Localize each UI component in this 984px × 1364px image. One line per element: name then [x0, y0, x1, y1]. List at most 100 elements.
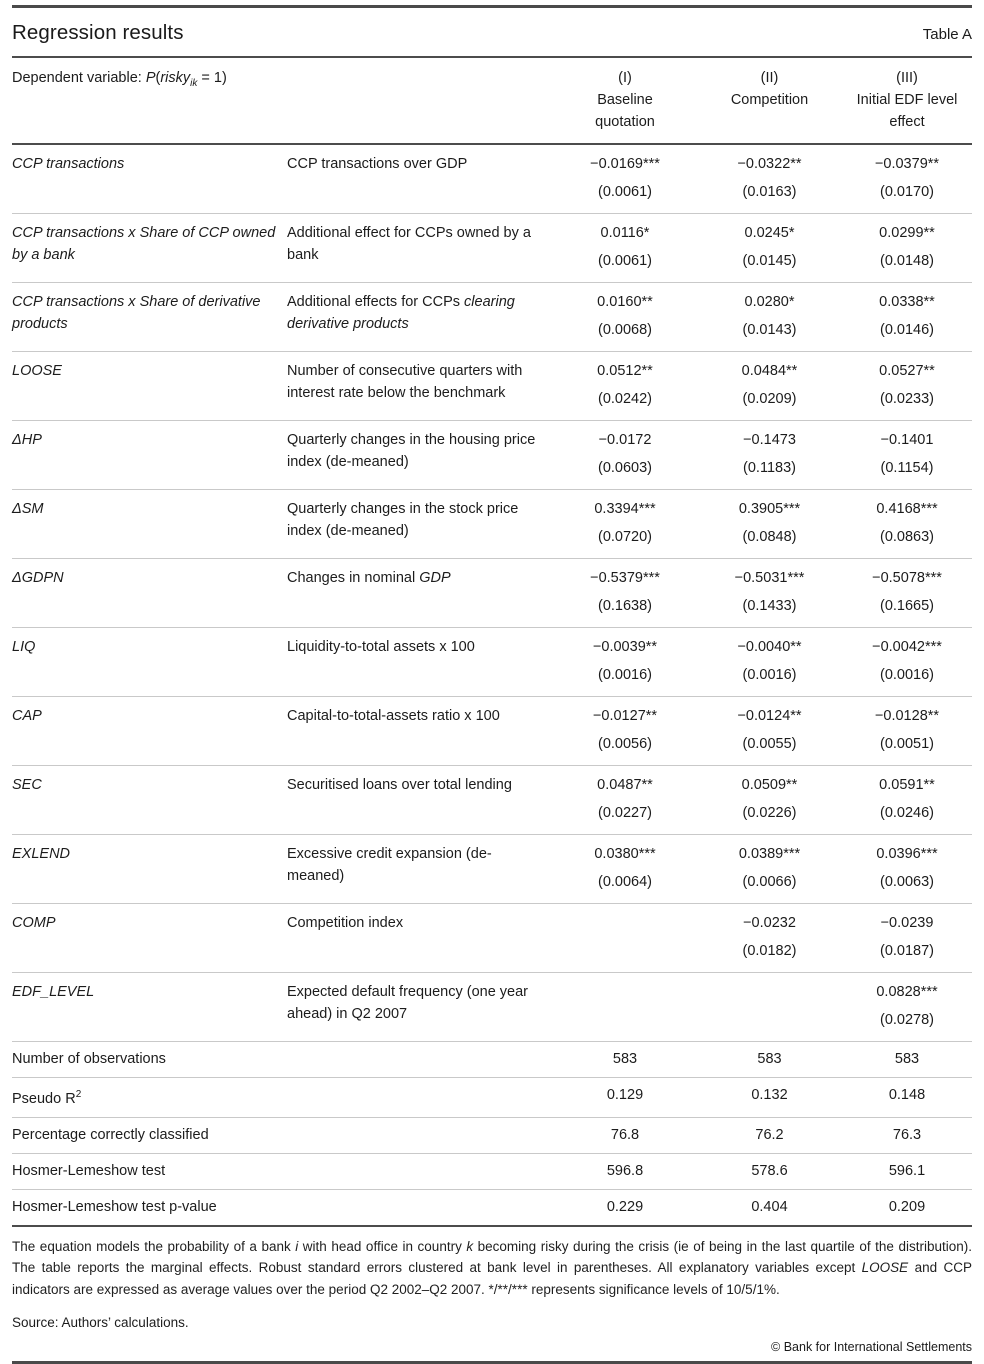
- std-error: (0.0068): [597, 322, 652, 338]
- stat-row: Hosmer-Lemeshow test p-value 0.229 0.404…: [12, 1189, 972, 1226]
- variable-description: Excessive credit expansion (de-meaned): [287, 846, 492, 884]
- variable-description: Quarterly changes in the housing price i…: [287, 432, 536, 470]
- variable-description: Additional effect for CCPs owned by a ba…: [287, 225, 531, 263]
- variable-name: CCP transactions x Share of derivative p…: [12, 294, 261, 332]
- coefficient: −0.0322**: [737, 156, 802, 172]
- coefficient: 0.0527**: [879, 363, 935, 379]
- stat-value: 0.148: [888, 1087, 926, 1103]
- model-cell: 0.0280* (0.0143): [697, 283, 842, 352]
- variable-name: ΔGDPN: [12, 570, 64, 586]
- page-title: Regression results: [12, 21, 184, 44]
- variable-name: ΔSM: [12, 501, 44, 517]
- stat-value: 76.8: [610, 1126, 640, 1143]
- model-number: (I): [618, 70, 632, 86]
- stat-row: Hosmer-Lemeshow test 596.8 578.6 596.1: [12, 1153, 972, 1190]
- table-row: SEC Securitised loans over total lending…: [12, 766, 972, 835]
- model-cell: −0.5379*** (0.1638): [553, 559, 697, 628]
- table-footnote: The equation models the probability of a…: [12, 1238, 972, 1297]
- coefficient: 0.0299**: [879, 225, 935, 241]
- model-cell: −0.0127** (0.0056): [553, 697, 697, 766]
- table-row: COMP Competition index −0.0232 (0.0182) …: [12, 904, 972, 973]
- table-row: ΔGDPN Changes in nominal GDP −0.5379*** …: [12, 559, 972, 628]
- table-row: EDF_LEVEL Expected default frequency (on…: [12, 973, 972, 1042]
- model-cell: −0.0124** (0.0055): [697, 697, 842, 766]
- coefficient: 0.0160**: [597, 294, 653, 310]
- model-cell: −0.1401 (0.1154): [842, 421, 972, 490]
- std-error: (0.0051): [879, 736, 934, 752]
- model-cell: −0.0232 (0.0182): [697, 904, 842, 973]
- std-error: (0.0064): [597, 874, 652, 890]
- stat-value: 583: [894, 1051, 920, 1067]
- stat-value: 0.229: [606, 1198, 644, 1215]
- variable-description: Changes in nominal GDP: [287, 570, 451, 586]
- model-cell: 0.0299** (0.0148): [842, 214, 972, 283]
- variable-name: CCP transactions: [12, 156, 125, 172]
- std-error: (0.0246): [879, 805, 934, 821]
- coefficient: −0.0124**: [737, 708, 802, 724]
- dependent-variable-label: Dependent variable: P(riskyik = 1): [12, 70, 227, 89]
- std-error: (0.0143): [742, 322, 797, 338]
- variable-name: EXLEND: [12, 846, 71, 862]
- std-error: (0.0163): [742, 184, 797, 200]
- model-cell: 0.3394*** (0.0720): [553, 490, 697, 559]
- variable-description: Additional effects for CCPs clearing der…: [287, 294, 515, 332]
- model-name-line: Baseline: [597, 92, 653, 108]
- coefficient: −0.0040**: [737, 639, 802, 655]
- stat-value: 578.6: [751, 1162, 788, 1179]
- coefficient: −0.5078***: [872, 570, 942, 586]
- coefficient: −0.0239: [880, 915, 934, 931]
- column-header-model-2: (II) Competition: [697, 57, 842, 144]
- coefficient: −0.1401: [880, 432, 934, 448]
- std-error: (0.0209): [742, 391, 797, 407]
- coefficient: 0.3394***: [594, 501, 656, 517]
- variable-description: Liquidity-to-total assets x 100: [287, 639, 475, 655]
- std-error: (0.1433): [742, 598, 797, 614]
- std-error: (0.0242): [597, 391, 652, 407]
- stat-value: 596.8: [606, 1162, 644, 1179]
- model-cell: 0.0828*** (0.0278): [842, 973, 972, 1042]
- table-label: Table A: [922, 26, 972, 43]
- coefficient: −0.5379***: [590, 570, 660, 586]
- model-cell: 0.0389*** (0.0066): [697, 835, 842, 904]
- coefficient: 0.0116*: [600, 225, 650, 241]
- column-header-model-3: (III) Initial EDF level effect: [842, 57, 972, 144]
- page: Regression results Table A Dependent var…: [0, 5, 984, 1364]
- top-rule: [12, 5, 972, 8]
- model-cell: −0.0040** (0.0016): [697, 628, 842, 697]
- stat-value: 0.129: [606, 1087, 644, 1103]
- model-cell: [553, 973, 697, 1042]
- std-error: (0.0226): [742, 805, 797, 821]
- model-cell: −0.0322** (0.0163): [697, 144, 842, 214]
- std-error: (0.0056): [597, 736, 652, 752]
- coefficient: 0.0380***: [594, 846, 656, 862]
- model-name-line: effect: [889, 114, 925, 130]
- model-cell: −0.1473 (0.1183): [697, 421, 842, 490]
- title-row: Regression results Table A: [12, 8, 972, 56]
- table-row: ΔSM Quarterly changes in the stock price…: [12, 490, 972, 559]
- stat-value: 583: [612, 1051, 638, 1067]
- model-name-line: quotation: [595, 114, 655, 130]
- coefficient: 0.0396***: [876, 846, 938, 862]
- stat-value: 596.1: [888, 1162, 926, 1179]
- stat-label: Pseudo R2: [12, 1089, 82, 1107]
- coefficient: 0.4168***: [876, 501, 938, 517]
- coefficient: 0.0338**: [879, 294, 935, 310]
- std-error: (0.0278): [879, 1012, 934, 1028]
- coefficient: −0.0042***: [872, 639, 942, 655]
- coefficient: −0.0169***: [590, 156, 660, 172]
- variable-name: CCP transactions x Share of CCP owned by…: [12, 225, 276, 263]
- coef-rows: CCP transactions CCP transactions over G…: [12, 144, 972, 1042]
- model-cell: 0.0591** (0.0246): [842, 766, 972, 835]
- std-error: (0.1183): [743, 460, 796, 476]
- std-error: (0.0182): [742, 943, 797, 959]
- variable-name: SEC: [12, 777, 42, 793]
- std-error: (0.0016): [597, 667, 652, 683]
- coefficient: 0.0828***: [876, 984, 938, 1000]
- variable-name: COMP: [12, 915, 56, 931]
- std-error: (0.0066): [742, 874, 797, 890]
- model-cell: 0.0487** (0.0227): [553, 766, 697, 835]
- model-cell: −0.5031*** (0.1433): [697, 559, 842, 628]
- model-cell: −0.0042*** (0.0016): [842, 628, 972, 697]
- variable-description: Securitised loans over total lending: [287, 777, 512, 793]
- std-error: (0.0233): [879, 391, 934, 407]
